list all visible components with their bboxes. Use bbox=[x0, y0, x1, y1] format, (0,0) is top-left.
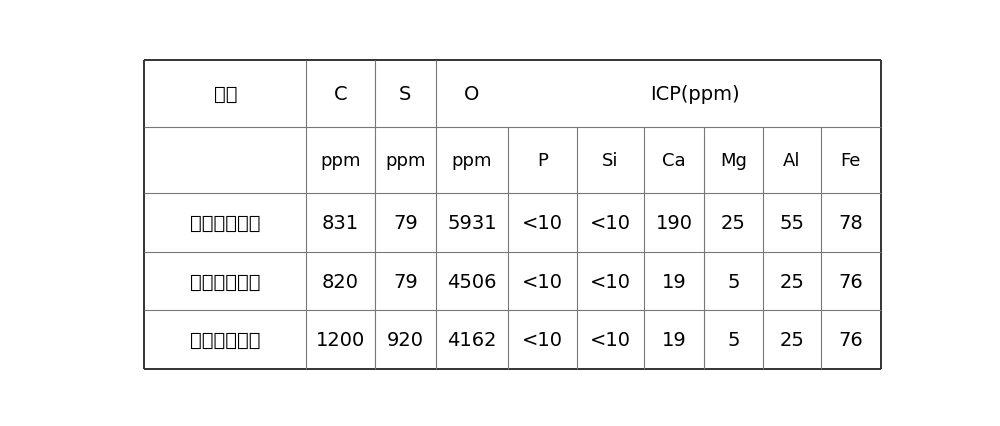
Text: 5: 5 bbox=[727, 331, 740, 349]
Text: 4162: 4162 bbox=[447, 331, 497, 349]
Text: 76: 76 bbox=[838, 272, 863, 291]
Text: ppm: ppm bbox=[385, 151, 426, 170]
Text: Si: Si bbox=[602, 151, 619, 170]
Text: <10: <10 bbox=[590, 272, 631, 291]
Text: 25: 25 bbox=[779, 272, 804, 291]
Text: Ca: Ca bbox=[662, 151, 686, 170]
Text: 76: 76 bbox=[838, 331, 863, 349]
Text: 19: 19 bbox=[662, 331, 686, 349]
Text: Fe: Fe bbox=[841, 151, 861, 170]
Text: <10: <10 bbox=[522, 331, 563, 349]
Text: P: P bbox=[537, 151, 548, 170]
Text: 920: 920 bbox=[387, 331, 424, 349]
Text: 编号: 编号 bbox=[214, 85, 237, 104]
Text: 5: 5 bbox=[727, 272, 740, 291]
Text: 79: 79 bbox=[393, 213, 418, 232]
Text: 5931: 5931 bbox=[447, 213, 497, 232]
Text: <10: <10 bbox=[590, 331, 631, 349]
Text: 25: 25 bbox=[721, 213, 746, 232]
Text: 19: 19 bbox=[662, 272, 686, 291]
Text: 有机酸处理后: 有机酸处理后 bbox=[190, 272, 261, 291]
Text: 硫化物处理后: 硫化物处理后 bbox=[190, 331, 261, 349]
Text: O: O bbox=[464, 85, 480, 104]
Text: 831: 831 bbox=[322, 213, 359, 232]
Text: <10: <10 bbox=[590, 213, 631, 232]
Text: <10: <10 bbox=[522, 213, 563, 232]
Text: ICP(ppm): ICP(ppm) bbox=[650, 85, 739, 104]
Text: 25: 25 bbox=[779, 331, 804, 349]
Text: 190: 190 bbox=[655, 213, 692, 232]
Text: 79: 79 bbox=[393, 272, 418, 291]
Text: 55: 55 bbox=[779, 213, 804, 232]
Text: 1200: 1200 bbox=[316, 331, 365, 349]
Text: ppm: ppm bbox=[452, 151, 492, 170]
Text: 820: 820 bbox=[322, 272, 359, 291]
Text: Al: Al bbox=[783, 151, 800, 170]
Text: 有机酸处理前: 有机酸处理前 bbox=[190, 213, 261, 232]
Text: 4506: 4506 bbox=[447, 272, 497, 291]
Text: ppm: ppm bbox=[320, 151, 361, 170]
Text: C: C bbox=[334, 85, 347, 104]
Text: 78: 78 bbox=[838, 213, 863, 232]
Text: Mg: Mg bbox=[720, 151, 747, 170]
Text: <10: <10 bbox=[522, 272, 563, 291]
Text: S: S bbox=[399, 85, 411, 104]
